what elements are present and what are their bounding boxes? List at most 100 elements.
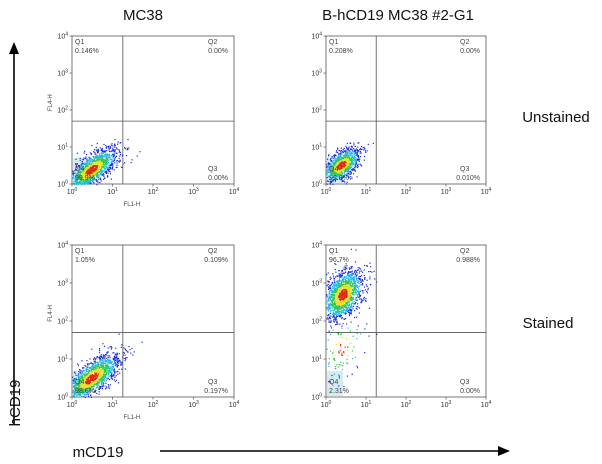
event-point	[73, 380, 75, 382]
event-point	[82, 177, 84, 180]
event-point	[109, 367, 111, 369]
event-point	[88, 168, 90, 170]
event-point	[336, 164, 338, 167]
event-point	[104, 374, 106, 376]
event-point	[331, 299, 334, 301]
event-point	[88, 382, 91, 384]
event-point	[110, 155, 112, 157]
event-point	[333, 309, 335, 311]
event-point	[86, 370, 88, 372]
event-point	[75, 377, 77, 379]
event-point	[85, 390, 87, 392]
event-point	[363, 296, 365, 298]
event-point	[326, 285, 328, 287]
event-point	[346, 153, 348, 155]
event-point	[333, 304, 335, 306]
event-point	[121, 363, 123, 365]
event-point	[95, 365, 97, 367]
event-point	[79, 180, 81, 182]
event-point	[79, 174, 81, 176]
event-point	[94, 388, 96, 390]
event-point	[96, 368, 98, 370]
event-point	[336, 287, 338, 289]
event-point	[327, 309, 329, 311]
event-point	[344, 281, 346, 283]
event-point	[334, 317, 336, 319]
event-point	[335, 294, 337, 296]
event-point	[91, 382, 93, 384]
event-point	[83, 163, 86, 166]
event-point	[75, 180, 77, 182]
event-point	[72, 177, 74, 179]
event-point	[89, 169, 91, 171]
event-point	[113, 352, 115, 354]
event-point	[333, 163, 335, 165]
event-point	[98, 363, 100, 365]
event-point	[364, 155, 366, 158]
event-point	[83, 170, 85, 172]
event-point	[331, 170, 333, 172]
event-point	[347, 173, 349, 175]
event-point	[353, 168, 355, 170]
event-point	[346, 291, 348, 293]
event-point	[340, 286, 342, 288]
event-point	[81, 176, 84, 178]
event-point	[360, 270, 362, 272]
event-point	[100, 157, 102, 159]
event-point	[96, 176, 98, 178]
event-point	[341, 270, 343, 272]
event-point	[112, 165, 114, 167]
event-point	[335, 299, 337, 301]
event-point	[336, 281, 338, 283]
event-point	[92, 169, 94, 171]
event-point	[91, 371, 93, 373]
event-point	[101, 362, 103, 364]
event-point	[345, 151, 347, 153]
event-point	[96, 176, 99, 178]
event-point	[108, 375, 110, 378]
event-point	[328, 170, 330, 172]
event-point	[345, 263, 347, 265]
event-point	[99, 156, 101, 158]
event-point	[107, 387, 109, 389]
event-point	[99, 167, 101, 169]
event-point	[84, 364, 86, 366]
event-point	[356, 280, 358, 282]
event-point	[124, 162, 126, 164]
event-point	[99, 378, 102, 380]
event-point	[75, 165, 77, 167]
event-point	[75, 181, 77, 183]
event-point	[93, 162, 95, 164]
event-point	[338, 315, 340, 317]
event-point	[338, 295, 340, 297]
event-point	[124, 368, 126, 370]
event-point	[91, 166, 93, 168]
event-point	[86, 154, 88, 156]
event-point	[79, 390, 81, 392]
event-point	[339, 305, 341, 307]
event-point	[327, 168, 329, 170]
event-point	[80, 179, 82, 181]
event-point	[331, 301, 333, 303]
event-point	[90, 173, 92, 175]
event-point	[90, 384, 92, 386]
event-point	[353, 142, 355, 144]
event-point	[101, 171, 103, 173]
event-point	[343, 175, 345, 177]
event-point	[86, 384, 88, 387]
event-point	[101, 157, 104, 159]
event-point	[355, 160, 357, 162]
event-point	[88, 369, 91, 371]
event-point	[348, 290, 350, 292]
event-point	[118, 368, 120, 370]
event-point	[339, 297, 342, 299]
event-point	[349, 278, 351, 280]
event-point	[103, 178, 105, 180]
event-point	[347, 160, 349, 162]
event-point	[367, 289, 369, 291]
event-point	[351, 158, 353, 160]
event-point	[88, 171, 90, 173]
event-point	[86, 368, 88, 370]
event-point	[345, 155, 347, 157]
event-point	[109, 372, 111, 374]
